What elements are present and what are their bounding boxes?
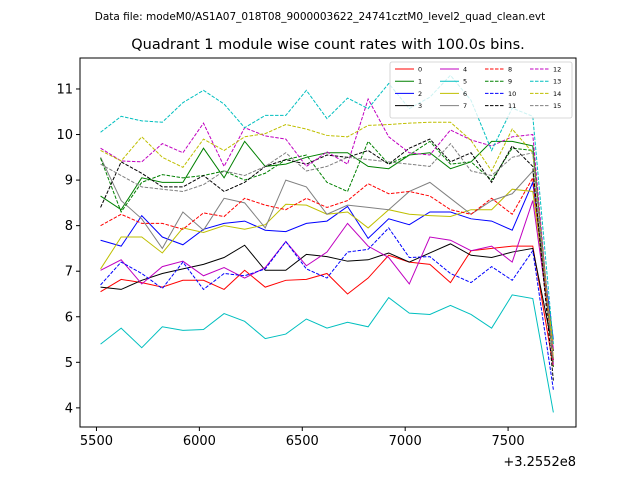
legend-label-3: 3 (418, 102, 422, 110)
series-line-11 (100, 138, 554, 381)
legend-label-7: 7 (463, 102, 467, 110)
series-line-5 (100, 294, 554, 413)
series-line-8 (100, 176, 554, 361)
legend-label-13: 13 (553, 78, 561, 86)
series-line-15 (100, 142, 554, 363)
series-line-0 (100, 245, 554, 367)
legend-box (389, 61, 573, 119)
y-tick-label: 9 (65, 174, 73, 189)
legend-label-15: 15 (553, 102, 561, 110)
legend-label-0: 0 (418, 66, 422, 74)
y-tick-label: 10 (56, 128, 73, 143)
x-tick-label: 7500 (492, 434, 525, 449)
series-line-10 (100, 227, 554, 390)
legend-label-14: 14 (553, 90, 561, 98)
legend-label-4: 4 (463, 66, 467, 74)
x-tick-label: 5500 (80, 434, 113, 449)
series-line-14 (100, 121, 554, 358)
series-line-2 (100, 180, 554, 340)
legend-label-9: 9 (508, 78, 512, 86)
series-line-4 (100, 200, 554, 349)
y-tick-label: 8 (65, 219, 73, 234)
series-line-7 (100, 157, 554, 363)
x-tick-label: 7000 (389, 434, 422, 449)
x-tick-label: 6500 (286, 434, 319, 449)
series-line-12 (100, 97, 554, 365)
y-tick-label: 6 (65, 310, 73, 325)
plot-background (80, 58, 576, 427)
y-tick-label: 11 (56, 82, 73, 97)
legend-label-1: 1 (418, 78, 422, 86)
x-axis: 5500 6000 6500 7000 7500 (80, 427, 525, 449)
chart-title: Quadrant 1 module wise count rates with … (131, 37, 525, 53)
legend-label-6: 6 (463, 90, 467, 98)
x-offset-label: +3.2552e8 (503, 455, 576, 470)
series-layer (100, 74, 554, 413)
series-line-13 (100, 74, 554, 345)
y-tick-label: 7 (65, 265, 73, 280)
legend-label-10: 10 (508, 90, 516, 98)
legend-label-11: 11 (508, 102, 516, 110)
legend-label-5: 5 (463, 78, 467, 86)
plot-frame (79, 57, 577, 428)
legend-label-2: 2 (418, 90, 422, 98)
y-axis: 4 5 6 7 8 9 10 11 (56, 82, 80, 416)
series-line-1 (100, 140, 554, 361)
legend-label-12: 12 (553, 66, 561, 74)
chart-suptitle: Data file: modeM0/AS1A07_018T08_90000036… (95, 11, 546, 23)
legend-label-8: 8 (508, 66, 512, 74)
x-tick-label: 6000 (183, 434, 216, 449)
y-tick-label: 5 (65, 356, 73, 371)
y-tick-label: 4 (65, 401, 73, 416)
series-line-9 (100, 140, 554, 367)
